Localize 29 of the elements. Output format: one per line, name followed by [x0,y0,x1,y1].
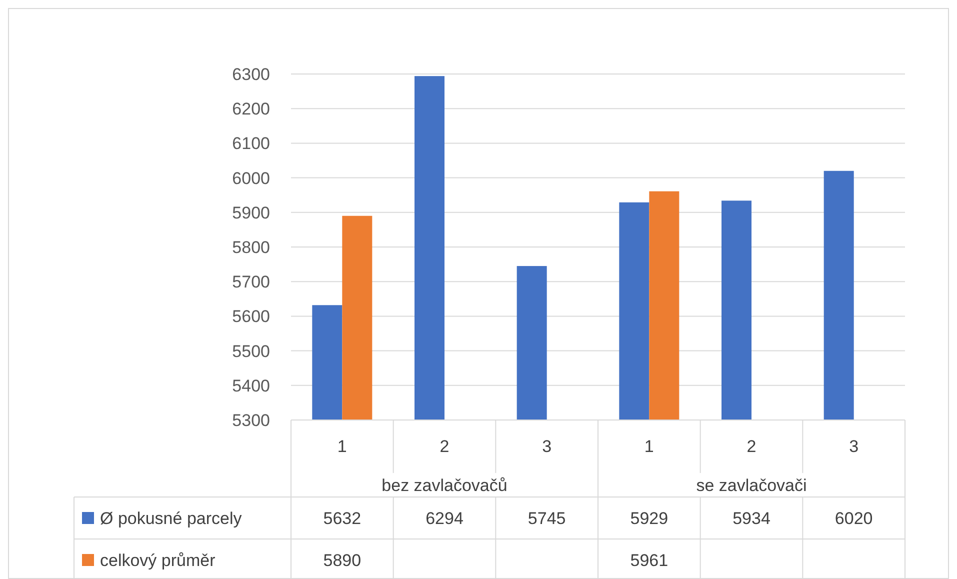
x-tick-label: 2 [746,436,756,456]
x-tick-label: 2 [440,436,450,456]
data-label: 5934 [732,508,770,528]
y-tick-label: 6100 [232,134,270,154]
y-tick-label: 6300 [232,64,270,84]
data-label: 5890 [323,550,362,570]
data-label: 6294 [426,508,464,528]
y-tick-label: 5800 [232,238,270,257]
data-label: 5961 [630,550,668,570]
x-tick-label: 3 [849,436,859,456]
y-tick-label: 5900 [232,203,270,222]
y-tick-label: 5500 [232,342,270,361]
data-label: 5632 [323,508,362,528]
y-tick-label: 6200 [232,100,270,119]
legend-label: celkový průměr [100,550,216,570]
data-label: 5745 [528,508,566,528]
x-tick-label: 3 [542,436,552,456]
x-tick-label: 1 [644,436,654,456]
data-label: 6020 [834,508,873,528]
text: bez zavlačovačů [382,476,508,495]
y-tick-label: 5300 [232,410,270,430]
y-tick-label: 6000 [232,168,270,188]
x-tick-label: 1 [337,436,347,456]
y-tick-label: 5600 [232,307,270,326]
text: se zavlačovači [696,476,807,495]
legend-label: Ø pokusné parcely [100,508,242,528]
data-label: 5929 [630,508,668,528]
y-tick-label: 5700 [232,272,270,292]
y-tick-label: 5400 [232,376,270,396]
